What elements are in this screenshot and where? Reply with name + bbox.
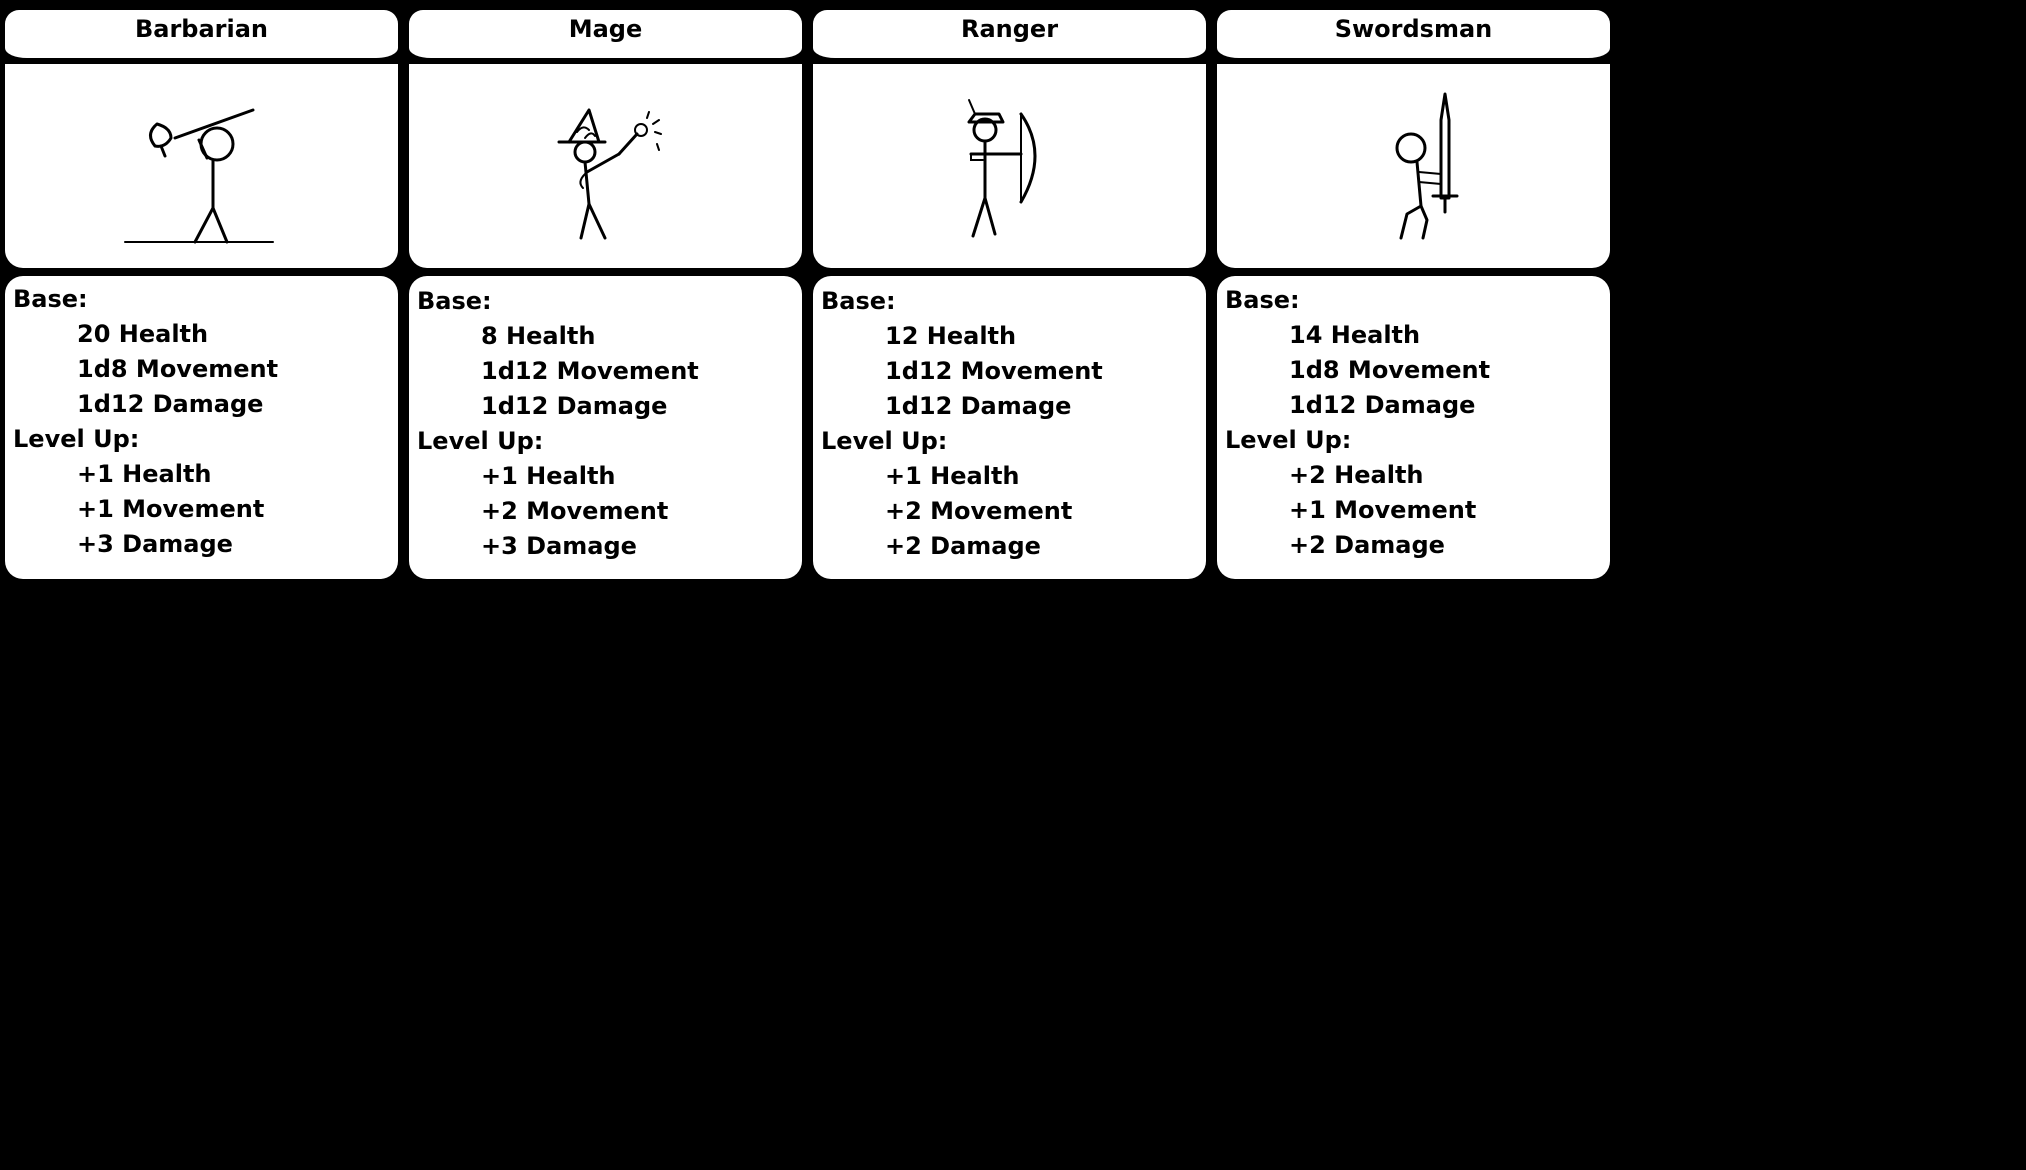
level-up-health: +1 Health <box>481 462 616 490</box>
barbarian-axe-figure-icon <box>124 108 274 244</box>
base-health: 8 Health <box>481 322 596 350</box>
base-stats: Base: 12 Health 1d12 Movement 1d12 Damag… <box>821 284 1103 564</box>
level-up-damage: +3 Damage <box>77 530 233 558</box>
card-title: Swordsman <box>1334 15 1493 43</box>
base-health: 14 Health <box>1289 321 1421 349</box>
level-up-movement: +2 Movement <box>481 497 669 525</box>
level-up-movement: +1 Movement <box>1289 496 1477 524</box>
portrait-panel <box>813 64 1206 268</box>
level-up-heading: Level Up: <box>13 425 140 453</box>
level-up-heading: Level Up: <box>821 427 948 455</box>
base-damage: 1d12 Damage <box>885 392 1072 420</box>
stats-panel: Base: 14 Health 1d8 Movement 1d12 Damage… <box>1217 276 1610 579</box>
card-title: Ranger <box>960 15 1059 43</box>
card-title-bar: Ranger <box>813 10 1206 58</box>
base-heading: Base: <box>1225 286 1300 314</box>
base-health: 12 Health <box>885 322 1017 350</box>
level-up-heading: Level Up: <box>1225 426 1352 454</box>
level-up-damage: +3 Damage <box>481 532 637 560</box>
base-stats: Base: 14 Health 1d8 Movement 1d12 Damage… <box>1225 283 1490 563</box>
base-damage: 1d12 Damage <box>1289 391 1476 419</box>
ranger-bow-figure-icon <box>967 99 1037 238</box>
level-up-damage: +2 Damage <box>1289 531 1445 559</box>
level-up-movement: +2 Movement <box>885 497 1073 525</box>
base-movement: 1d8 Movement <box>77 355 279 383</box>
base-movement: 1d12 Movement <box>885 357 1103 385</box>
base-heading: Base: <box>417 287 492 315</box>
stats-panel: Base: 8 Health 1d12 Movement 1d12 Damage… <box>409 276 802 579</box>
level-up-damage: +2 Damage <box>885 532 1041 560</box>
base-damage: 1d12 Damage <box>481 392 668 420</box>
base-stats: Base: 8 Health 1d12 Movement 1d12 Damage… <box>417 284 699 564</box>
portrait-panel <box>5 64 398 268</box>
base-heading: Base: <box>821 287 896 315</box>
class-card-mage[interactable]: Mage Base: 8 Health 1d <box>404 0 807 582</box>
base-stats: Base: 20 Health 1d8 Movement 1d12 Damage… <box>13 282 278 562</box>
stats-panel: Base: 20 Health 1d8 Movement 1d12 Damage… <box>5 276 398 579</box>
class-card-swordsman[interactable]: Swordsman Base: 14 Health 1d8 Movement 1… <box>1212 0 1615 582</box>
level-up-health: +1 Health <box>885 462 1020 490</box>
level-up-health: +1 Health <box>77 460 212 488</box>
mage-wizard-figure-icon <box>557 108 662 240</box>
card-title-bar: Swordsman <box>1217 10 1610 58</box>
base-health: 20 Health <box>77 320 209 348</box>
base-heading: Base: <box>13 285 88 313</box>
portrait-panel <box>409 64 802 268</box>
class-card-barbarian[interactable]: Barbarian Base: 20 Health 1d8 Movement <box>0 0 403 582</box>
card-title: Barbarian <box>134 15 269 43</box>
card-title-bar: Barbarian <box>5 10 398 58</box>
base-movement: 1d8 Movement <box>1289 356 1491 384</box>
base-damage: 1d12 Damage <box>77 390 264 418</box>
level-up-heading: Level Up: <box>417 427 544 455</box>
swordsman-sword-figure-icon <box>1395 92 1459 240</box>
level-up-movement: +1 Movement <box>77 495 265 523</box>
card-title: Mage <box>568 15 643 43</box>
portrait-panel <box>1217 64 1610 268</box>
class-card-ranger[interactable]: Ranger Base: 12 Health 1d12 Movement <box>808 0 1211 582</box>
stats-panel: Base: 12 Health 1d12 Movement 1d12 Damag… <box>813 276 1206 579</box>
base-movement: 1d12 Movement <box>481 357 699 385</box>
level-up-health: +2 Health <box>1289 461 1424 489</box>
card-title-bar: Mage <box>409 10 802 58</box>
